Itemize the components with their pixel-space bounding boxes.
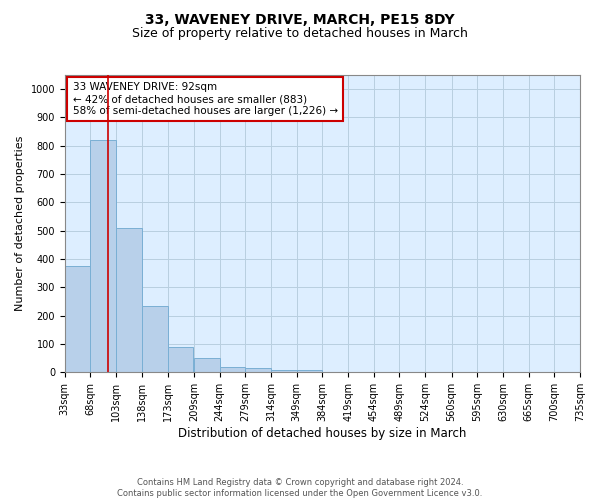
Bar bbox=[220, 366, 245, 372]
Bar bbox=[194, 358, 220, 372]
Bar bbox=[91, 140, 116, 372]
Text: Size of property relative to detached houses in March: Size of property relative to detached ho… bbox=[132, 28, 468, 40]
Bar bbox=[167, 347, 193, 372]
Bar bbox=[245, 368, 271, 372]
Bar bbox=[116, 228, 142, 372]
Bar bbox=[65, 266, 91, 372]
Y-axis label: Number of detached properties: Number of detached properties bbox=[15, 136, 25, 312]
Bar bbox=[142, 306, 167, 372]
Text: 33, WAVENEY DRIVE, MARCH, PE15 8DY: 33, WAVENEY DRIVE, MARCH, PE15 8DY bbox=[145, 12, 455, 26]
Text: Contains HM Land Registry data © Crown copyright and database right 2024.
Contai: Contains HM Land Registry data © Crown c… bbox=[118, 478, 482, 498]
Text: 33 WAVENEY DRIVE: 92sqm
← 42% of detached houses are smaller (883)
58% of semi-d: 33 WAVENEY DRIVE: 92sqm ← 42% of detache… bbox=[73, 82, 338, 116]
Bar bbox=[297, 370, 322, 372]
X-axis label: Distribution of detached houses by size in March: Distribution of detached houses by size … bbox=[178, 427, 467, 440]
Bar bbox=[271, 370, 297, 372]
